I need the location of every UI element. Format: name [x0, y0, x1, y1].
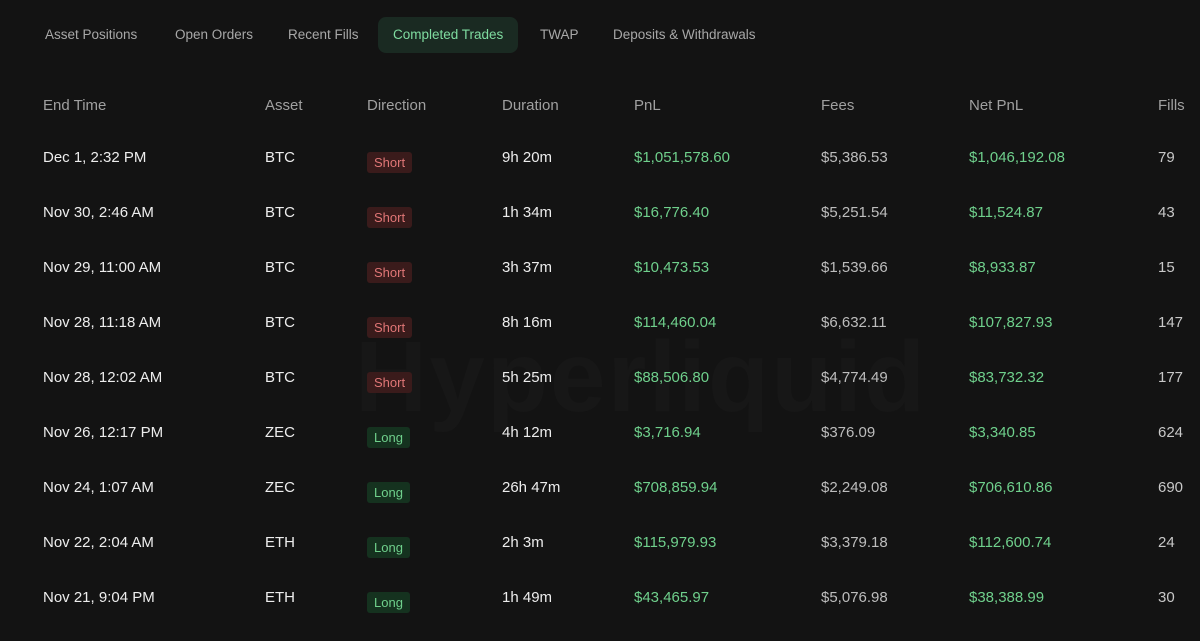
asset-cell[interactable]: BTC [265, 369, 295, 386]
column-header-end-time[interactable]: End Time [43, 97, 107, 114]
asset-cell[interactable]: ZEC [265, 424, 295, 441]
pnl-cell: $43,465.97 [634, 589, 710, 606]
net-pnl-cell: $8,933.87 [969, 259, 1036, 276]
fees-cell: $5,386.53 [821, 149, 888, 166]
duration-cell: 9h 20m [502, 149, 553, 166]
asset-cell[interactable]: ZEC [265, 479, 295, 496]
tab-deposits-withdrawals[interactable]: Deposits & Withdrawals [613, 27, 756, 42]
fees-cell: $5,251.54 [821, 204, 888, 221]
tab-asset-positions[interactable]: Asset Positions [45, 27, 138, 42]
table-row: Nov 26, 12:17 PM ZEC Long 4h 12m $3,716.… [0, 408, 1200, 463]
table-header: End Time Asset Direction Duration PnL Fe… [0, 78, 1200, 133]
fees-cell: $6,632.11 [821, 314, 887, 331]
net-pnl-cell: $107,827.93 [969, 314, 1053, 331]
column-header-duration[interactable]: Duration [502, 97, 559, 114]
asset-cell[interactable]: BTC [265, 259, 295, 276]
tab-recent-fills[interactable]: Recent Fills [288, 27, 359, 42]
pnl-cell: $10,473.53 [634, 259, 710, 276]
end-time-cell: Nov 28, 12:02 AM [43, 369, 163, 386]
table-row: Nov 30, 2:46 AM BTC Short 1h 34m $16,776… [0, 188, 1200, 243]
net-pnl-cell: $3,340.85 [969, 424, 1036, 441]
direction-badge-short: Short [367, 317, 413, 338]
pnl-cell: $88,506.80 [634, 369, 710, 386]
duration-cell: 3h 37m [502, 259, 553, 276]
fees-cell: $3,379.18 [821, 534, 888, 551]
table-row: Nov 29, 11:00 AM BTC Short 3h 37m $10,47… [0, 243, 1200, 298]
direction-badge-short: Short [367, 207, 413, 228]
duration-cell: 5h 25m [502, 369, 553, 386]
tab-completed-trades[interactable]: Completed Trades [378, 17, 519, 53]
fills-cell: 24 [1158, 534, 1175, 551]
fills-cell: 15 [1158, 259, 1175, 276]
table-row: Nov 28, 11:18 AM BTC Short 8h 16m $114,4… [0, 298, 1200, 353]
fees-cell: $376.09 [821, 424, 876, 441]
asset-cell[interactable]: ETH [265, 534, 295, 551]
duration-cell: 2h 3m [502, 534, 544, 551]
fills-cell: 690 [1158, 479, 1184, 496]
end-time-cell: Nov 28, 11:18 AM [43, 314, 162, 331]
direction-badge-long: Long [367, 482, 410, 503]
direction-badge-long: Long [367, 537, 410, 558]
net-pnl-cell: $11,524.87 [969, 204, 1043, 221]
table-row: Nov 21, 9:04 PM ETH Long 1h 49m $43,465.… [0, 573, 1200, 628]
table-row: Nov 28, 12:02 AM BTC Short 5h 25m $88,50… [0, 353, 1200, 408]
column-header-fees[interactable]: Fees [821, 97, 855, 114]
pnl-cell: $114,460.04 [634, 314, 717, 331]
fills-cell: 30 [1158, 589, 1175, 606]
fees-cell: $4,774.49 [821, 369, 888, 386]
pnl-cell: $115,979.93 [634, 534, 717, 551]
net-pnl-cell: $38,388.99 [969, 589, 1045, 606]
net-pnl-cell: $83,732.32 [969, 369, 1045, 386]
column-header-pnl[interactable]: PnL [634, 97, 661, 114]
column-header-fills[interactable]: Fills [1158, 97, 1185, 114]
pnl-cell: $16,776.40 [634, 204, 710, 221]
duration-cell: 26h 47m [502, 479, 561, 496]
net-pnl-cell: $706,610.86 [969, 479, 1053, 496]
column-header-asset[interactable]: Asset [265, 97, 303, 114]
duration-cell: 8h 16m [502, 314, 553, 331]
table-row: Dec 1, 2:32 PM BTC Short 9h 20m $1,051,5… [0, 133, 1200, 188]
pnl-cell: $3,716.94 [634, 424, 701, 441]
pnl-cell: $708,859.94 [634, 479, 718, 496]
end-time-cell: Nov 29, 11:00 AM [43, 259, 162, 276]
direction-badge-long: Long [367, 427, 410, 448]
fills-cell: 177 [1158, 369, 1184, 386]
net-pnl-cell: $112,600.74 [969, 534, 1052, 551]
tab-bar: Asset Positions Open Orders Recent Fills… [0, 17, 1200, 53]
end-time-cell: Nov 26, 12:17 PM [43, 424, 164, 441]
fills-cell: 147 [1158, 314, 1184, 331]
direction-badge-short: Short [367, 262, 413, 283]
fills-cell: 79 [1158, 149, 1175, 166]
direction-badge-short: Short [367, 152, 413, 173]
fees-cell: $2,249.08 [821, 479, 888, 496]
fills-cell: 624 [1158, 424, 1184, 441]
asset-cell[interactable]: BTC [265, 149, 295, 166]
column-header-direction[interactable]: Direction [367, 97, 427, 114]
fills-cell: 43 [1158, 204, 1175, 221]
asset-cell[interactable]: BTC [265, 204, 295, 221]
tab-open-orders[interactable]: Open Orders [175, 27, 254, 42]
end-time-cell: Nov 21, 9:04 PM [43, 589, 155, 606]
direction-badge-short: Short [367, 372, 413, 393]
asset-cell[interactable]: BTC [265, 314, 295, 331]
duration-cell: 1h 34m [502, 204, 553, 221]
table-row: Nov 22, 2:04 AM ETH Long 2h 3m $115,979.… [0, 518, 1200, 573]
table-row: Nov 24, 1:07 AM ZEC Long 26h 47m $708,85… [0, 463, 1200, 518]
fees-cell: $5,076.98 [821, 589, 888, 606]
column-header-net-pnl[interactable]: Net PnL [969, 97, 1024, 114]
end-time-cell: Nov 30, 2:46 AM [43, 204, 154, 221]
end-time-cell: Nov 24, 1:07 AM [43, 479, 154, 496]
asset-cell[interactable]: ETH [265, 589, 295, 606]
fees-cell: $1,539.66 [821, 259, 888, 276]
end-time-cell: Dec 1, 2:32 PM [43, 149, 147, 166]
net-pnl-cell: $1,046,192.08 [969, 149, 1065, 166]
duration-cell: 4h 12m [502, 424, 553, 441]
end-time-cell: Nov 22, 2:04 AM [43, 534, 154, 551]
duration-cell: 1h 49m [502, 589, 553, 606]
pnl-cell: $1,051,578.60 [634, 149, 730, 166]
tab-twap[interactable]: TWAP [540, 27, 579, 42]
direction-badge-long: Long [367, 592, 410, 613]
